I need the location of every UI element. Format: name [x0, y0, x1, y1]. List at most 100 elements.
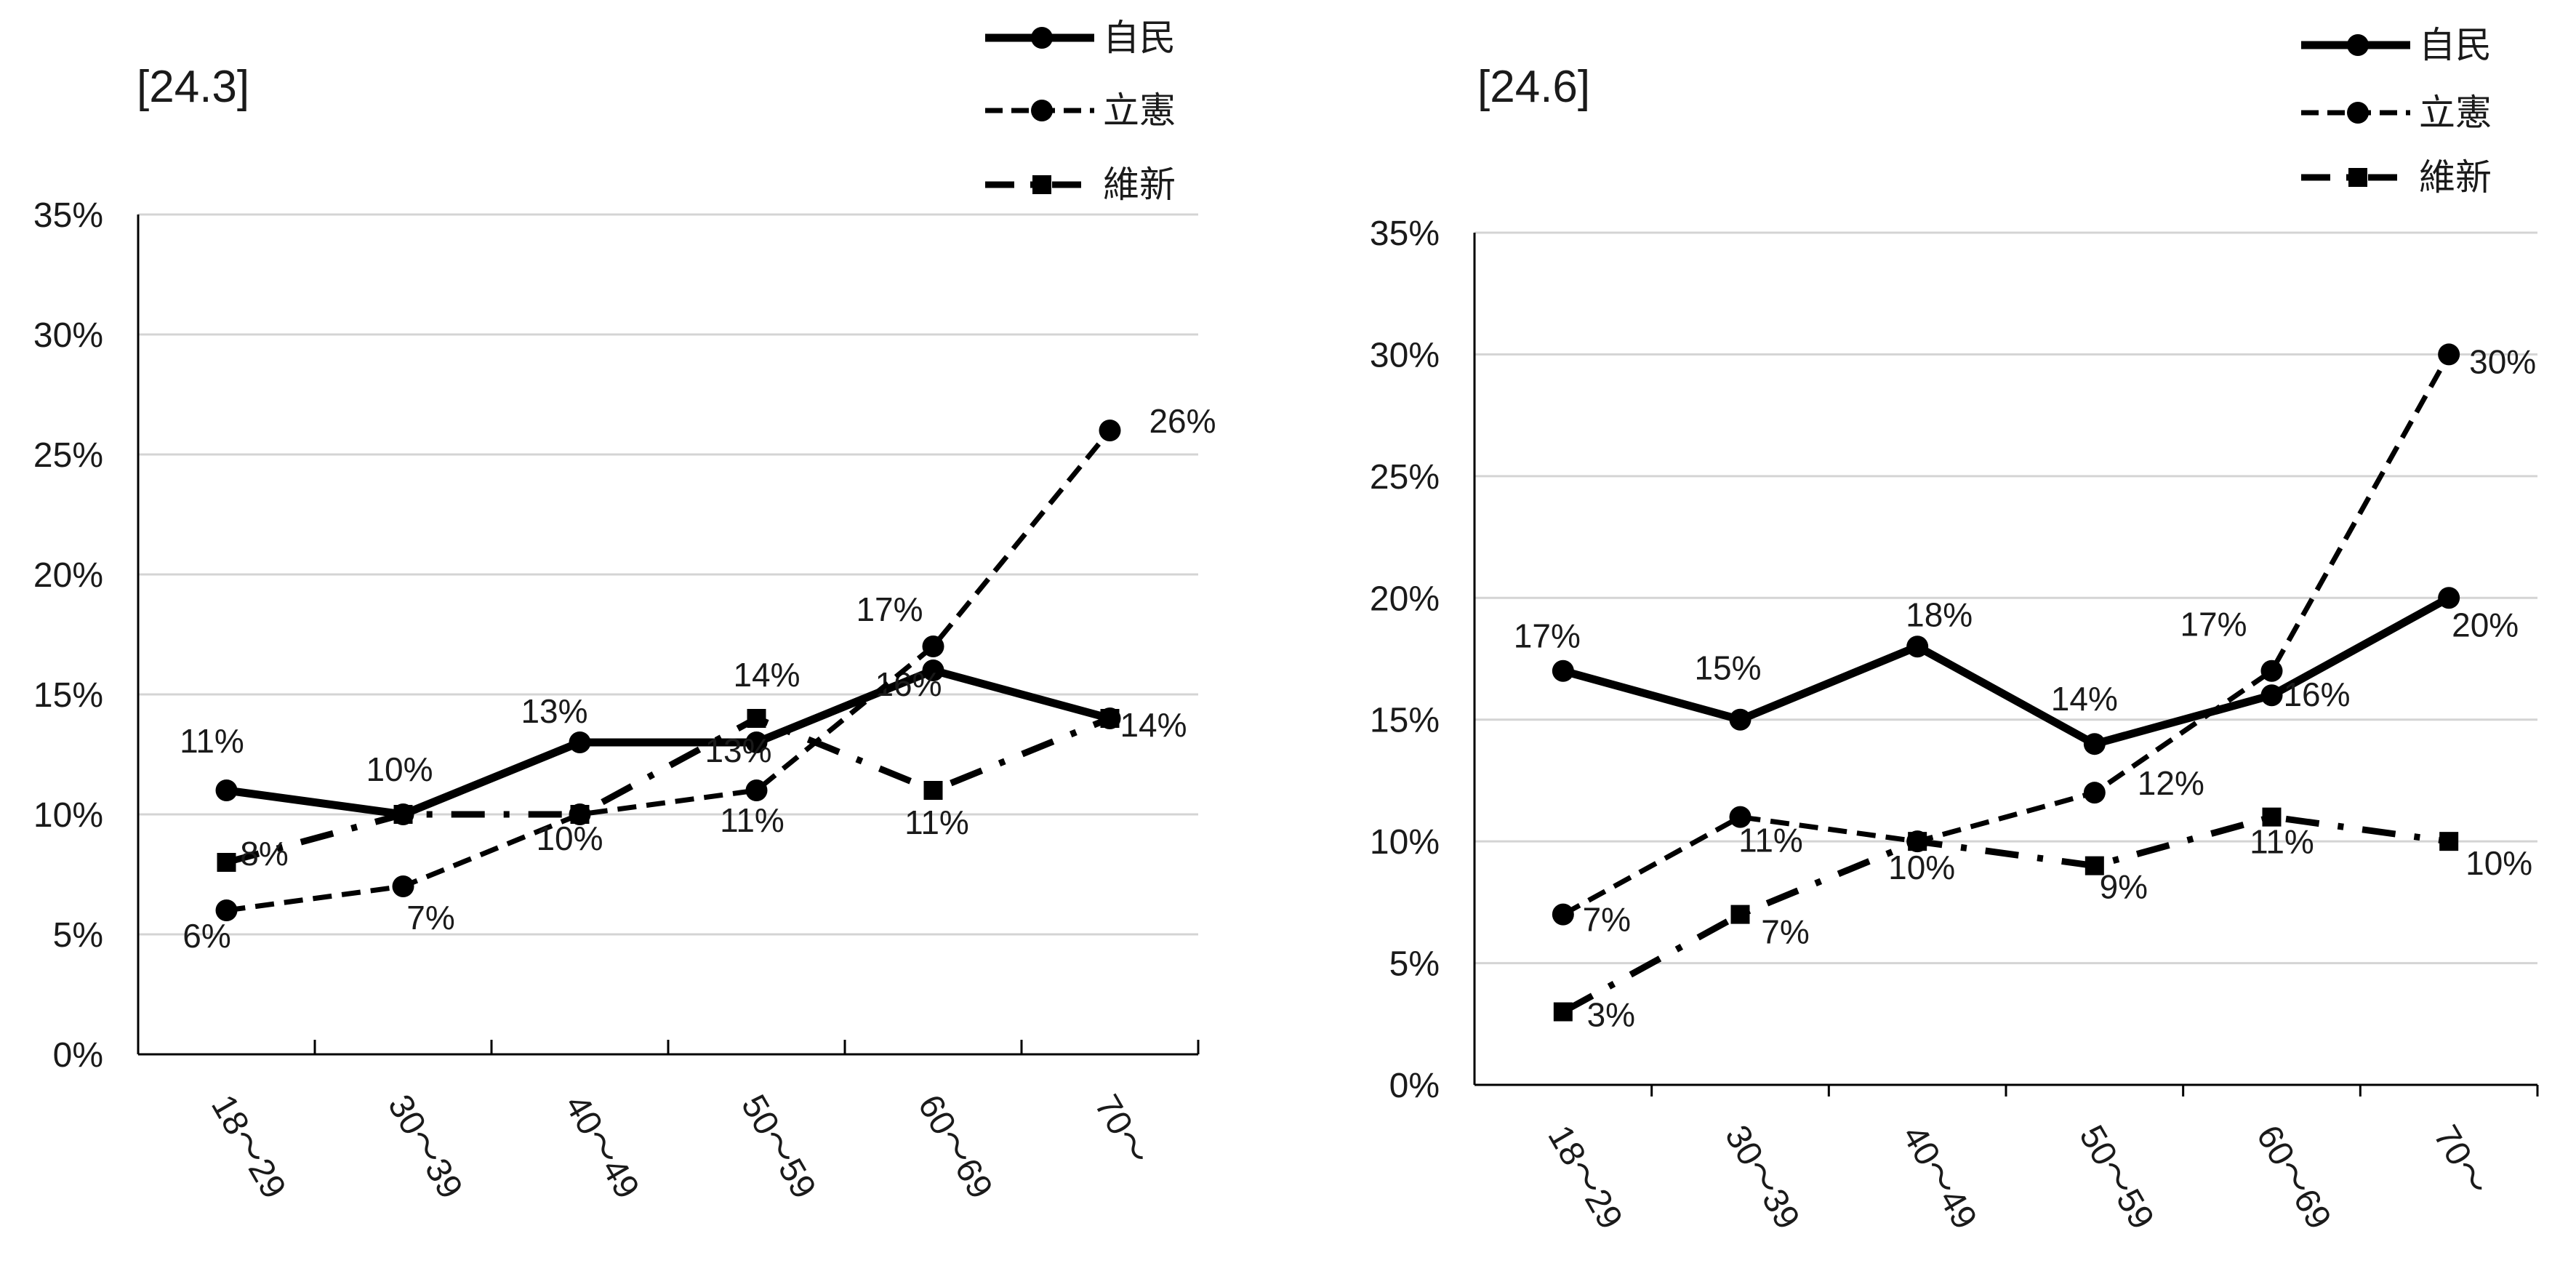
legend-marker [1031, 27, 1053, 49]
series-line [226, 428, 1112, 913]
series-line [225, 715, 1112, 866]
data-label: 7% [1761, 913, 1809, 951]
y-tick-label: 35% [33, 196, 103, 235]
legend-marker [2347, 34, 2369, 56]
data-point [1908, 832, 1927, 851]
data-point [393, 805, 413, 824]
y-tick-label: 15% [1370, 702, 1440, 740]
data-label: 3% [1587, 996, 1635, 1034]
data-point [2260, 659, 2283, 682]
data-label: 10% [366, 750, 433, 788]
series-自民: 17% 15% 18% 14% 16% 20% [1514, 587, 2519, 755]
data-point [1099, 420, 1121, 441]
data-label: 10% [2465, 844, 2532, 882]
data-label: 30% [2469, 342, 2536, 380]
data-point [215, 779, 238, 801]
y-tick-label: 5% [1389, 945, 1440, 984]
data-label: 6% [182, 917, 230, 955]
x-tick-label: 30〜39 [1717, 1119, 1807, 1236]
y-tick-label: 10% [1370, 823, 1440, 862]
data-point [2085, 856, 2104, 875]
data-point [1730, 905, 1750, 924]
data-point [747, 709, 766, 728]
data-point [217, 853, 236, 872]
data-point [2083, 733, 2106, 755]
data-label: 11% [2250, 823, 2314, 861]
series-維新: 8% 14% 11% [217, 656, 1120, 873]
legend-label: 自民 [2419, 25, 2492, 65]
data-point [2438, 587, 2460, 609]
data-label: 14% [2051, 680, 2118, 718]
data-label: 14% [733, 656, 800, 694]
series-line [1562, 594, 2451, 748]
x-tick-label: 40〜49 [557, 1088, 646, 1206]
series-line [1562, 353, 2452, 917]
chart-panel-1: [24.3] 0% 5% 10% 15% 20% 25% 30% 35% 18〜29 30〜39 40… [33, 17, 1216, 1206]
data-point [745, 731, 768, 753]
data-label: 14% [1120, 706, 1187, 744]
series-維新: 3% 7% 9% 11% 10% [1553, 807, 2532, 1034]
x-tick-label: 40〜49 [1895, 1119, 1984, 1236]
data-point [392, 875, 414, 897]
y-tick-label: 0% [1389, 1067, 1440, 1105]
data-label: 11% [720, 801, 785, 839]
legend-label: 立憲 [1103, 90, 1176, 131]
x-tick-label: 18〜29 [204, 1088, 293, 1206]
data-label: 13% [521, 692, 587, 730]
x-tick-label: 60〜69 [910, 1088, 1000, 1206]
x-tick-label: 18〜29 [1540, 1119, 1629, 1236]
data-point [2438, 343, 2460, 366]
series-立憲: 6% 7% 10% 11% 17% 26% [182, 402, 1216, 955]
y-tick-label: 30% [1370, 336, 1440, 374]
data-label: 11% [904, 803, 969, 841]
legend-marker [2347, 102, 2369, 124]
data-label: 17% [2180, 606, 2247, 643]
data-point [1729, 806, 1752, 828]
data-point [1552, 903, 1574, 926]
y-tick-label: 5% [53, 916, 103, 955]
chart-panel-2: [24.6] 0% 5% 10% 15% 20% 25% 30% 35% 18〜29 30〜39 40… [1370, 25, 2539, 1236]
series-line [1561, 814, 2449, 1015]
data-point [1906, 635, 1929, 658]
data-label: 11% [1738, 822, 1803, 859]
data-label: 10% [536, 819, 603, 857]
data-point [2083, 782, 2106, 804]
x-tick-label: 70〜 [1087, 1088, 1157, 1171]
y-tick-label: 20% [1370, 580, 1440, 618]
x-tick-label: 50〜59 [734, 1088, 823, 1206]
data-point [1100, 709, 1120, 728]
chart-title: [24.6] [1477, 62, 1590, 112]
y-tick-label: 20% [33, 556, 103, 595]
y-tick-label: 25% [33, 436, 103, 475]
legend-label: 維新 [2419, 157, 2492, 198]
y-tick-label: 15% [33, 676, 103, 715]
data-point [922, 659, 944, 681]
legend-marker [1032, 175, 1051, 194]
data-point [2439, 832, 2459, 851]
data-point [923, 781, 943, 800]
data-point [1552, 659, 1574, 682]
x-tick-label: 50〜59 [2071, 1119, 2161, 1236]
legend-label: 立憲 [2419, 92, 2492, 133]
data-label: 10% [1888, 849, 1955, 886]
data-point [1729, 708, 1752, 731]
legend-label: 維新 [1103, 164, 1176, 205]
data-label: 15% [1694, 649, 1761, 687]
data-point [1553, 1002, 1573, 1022]
y-tick-label: 10% [33, 796, 103, 835]
data-point [922, 635, 944, 657]
y-tick-label: 30% [33, 316, 103, 355]
data-point [2260, 684, 2283, 707]
x-tick-label: 70〜 [2426, 1119, 2497, 1202]
x-tick-label: 30〜39 [380, 1088, 470, 1206]
data-label: 26% [1149, 402, 1216, 440]
y-tick-label: 35% [1370, 214, 1440, 253]
data-label: 20% [2452, 606, 2519, 643]
series-line [225, 666, 1111, 819]
data-point [570, 805, 590, 824]
data-point [2262, 807, 2282, 827]
